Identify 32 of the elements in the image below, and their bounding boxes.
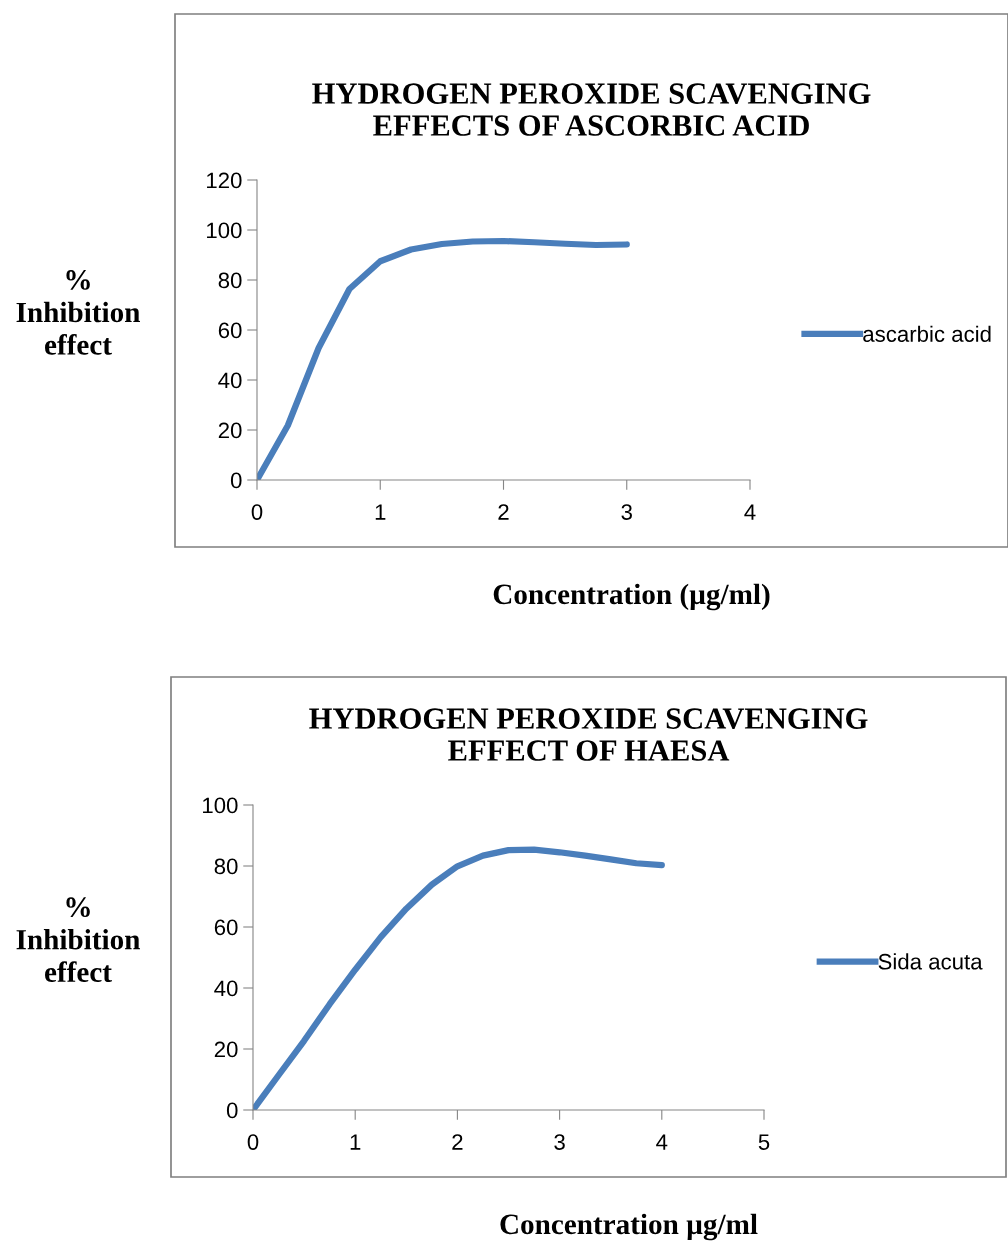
x-axis-title: Concentration (µg/ml) (493, 583, 770, 611)
y-tick-label: 100 (203, 797, 238, 814)
legend-label: ascarbic acid (863, 325, 991, 342)
x-tick-label: 2 (498, 504, 509, 520)
y-tick-label: 80 (214, 858, 238, 875)
x-tick-label: 4 (656, 1134, 668, 1150)
y-tick-label: 20 (218, 422, 242, 439)
chart-title: HYDROGEN PEROXIDE SCAVENGING EFFECTS OF ASCORBIC ACID (312, 83, 871, 136)
y-axis-title: % Inhibition effect (16, 270, 140, 355)
y-tick-label: 120 (207, 172, 242, 189)
x-tick-label: 5 (758, 1134, 770, 1150)
y-tick-label: 60 (218, 322, 242, 339)
x-tick-label: 4 (744, 504, 756, 520)
chart-title: HYDROGEN PEROXIDE SCAVENGING EFFECT OF HAESA (309, 708, 868, 761)
y-tick-label: 60 (214, 919, 238, 936)
x-tick-label: 1 (350, 1134, 361, 1150)
y-axis-title: % Inhibition effect (16, 897, 140, 983)
x-tick-label: 0 (247, 1134, 259, 1150)
x-tick-label: 2 (452, 1134, 463, 1150)
y-tick-label: 40 (218, 372, 242, 389)
y-tick-label: 20 (214, 1041, 238, 1058)
x-tick-label: 1 (375, 504, 386, 520)
x-tick-label: 0 (251, 504, 263, 520)
x-tick-label: 3 (554, 1134, 565, 1150)
y-tick-label: 0 (226, 1102, 238, 1119)
y-tick-label: 40 (214, 980, 238, 997)
y-tick-label: 100 (207, 222, 242, 239)
legend-label: Sida acuta (878, 953, 983, 970)
y-tick-label: 0 (230, 472, 242, 489)
x-tick-label: 3 (621, 504, 632, 520)
x-axis-title: Concentration µg/ml (500, 1213, 758, 1241)
y-tick-label: 80 (218, 272, 242, 289)
